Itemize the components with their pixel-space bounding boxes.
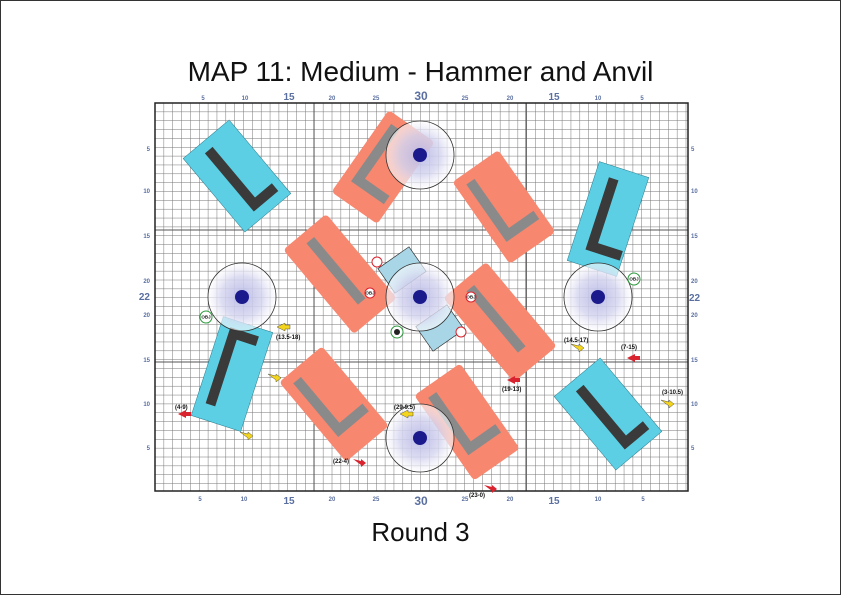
red-arrow-icon: [627, 354, 640, 362]
axis-top: 5 10 15 20 25 30 25 20 15 10 5: [201, 89, 644, 103]
axis-tick-label: 10: [691, 402, 698, 408]
axis-tick-label: 5: [640, 96, 644, 102]
axis-tick-label: 5: [147, 446, 151, 452]
deployment-coordinates: (13.5-18) (14.5-17) (7-15) (3-10.5) (19-…: [175, 335, 683, 499]
axis-tick-label: 22: [689, 293, 701, 304]
salmon-ruin: [284, 215, 396, 333]
axis-left: 5 10 15 20 22 20 15 10 5: [139, 147, 151, 452]
axis-tick-label: 20: [507, 497, 514, 503]
deployment-arrows: [178, 322, 675, 493]
deployment-coordinate: (7-15): [621, 345, 637, 351]
axis-tick-label: 30: [414, 494, 428, 508]
axis-tick-label: 5: [691, 446, 695, 452]
objective-tag: OBJ: [364, 287, 376, 299]
salmon-ruin: [415, 364, 519, 480]
map-border: [154, 102, 689, 492]
objective-tag: [455, 326, 467, 338]
axis-tick-label: 10: [241, 497, 248, 503]
axis-tick-label: 15: [143, 358, 150, 364]
axis-tick-label: 10: [595, 96, 602, 102]
objective-tag: OBJ: [465, 291, 477, 303]
cyan-area: [553, 357, 663, 471]
axis-tick-label: 15: [548, 496, 560, 507]
axis-tick-label: 25: [373, 497, 380, 503]
axis-tick-label: 15: [691, 234, 698, 240]
axis-tick-label: 30: [414, 89, 428, 103]
round-label: Round 3: [371, 517, 470, 547]
red-arrow-icon: [507, 376, 520, 384]
axis-tick-label: 15: [283, 92, 295, 103]
objective-tag-label: OBJ: [365, 291, 375, 296]
deployment-coordinate: (14.5-17): [564, 338, 588, 344]
axis-tick-label: 20: [329, 497, 336, 503]
axis-tick-label: 20: [691, 279, 698, 285]
deployment-coordinate: (3-10.5): [662, 390, 683, 396]
axis-tick-label: 15: [691, 358, 698, 364]
axis-tick-label: 15: [143, 234, 150, 240]
axis-tick-label: 20: [507, 96, 514, 102]
objective-tag-label: OBJ: [629, 277, 639, 282]
axis-tick-label: 25: [373, 96, 380, 102]
objective-tags: OBJ OBJ OBJ OBJ: [199, 256, 641, 339]
objective-marker: [385, 403, 455, 473]
axis-tick-label: 10: [242, 96, 249, 102]
deployment-coordinate: (29-9.5): [394, 405, 415, 411]
axis-tick-label: 10: [691, 189, 698, 195]
axis-tick-label: 10: [143, 402, 150, 408]
red-arrow-icon: [353, 459, 366, 467]
objective-marker: [563, 262, 633, 332]
axis-tick-label: 10: [595, 497, 602, 503]
axis-bottom: 5 10 15 20 25 30 25 20 15 10 5: [198, 494, 645, 508]
deployment-coordinate: (22-4): [333, 459, 349, 465]
cyan-area: [182, 119, 292, 233]
red-arrow-icon: [484, 485, 497, 493]
deployment-coordinate: (19-13): [502, 387, 521, 393]
yellow-arrow-icon: [660, 399, 675, 409]
axis-tick-label: 5: [201, 96, 205, 102]
deployment-coordinate: (4-9): [175, 405, 188, 411]
objective-tag: OBJ: [627, 272, 641, 286]
axis-tick-label: 5: [691, 147, 695, 153]
axis-tick-label: 5: [641, 497, 645, 503]
objective-marker: [385, 120, 455, 190]
objective-tag-label: OBJ: [201, 315, 211, 320]
yellow-arrow-icon: [239, 431, 254, 441]
axis-tick-label: 20: [691, 313, 698, 319]
axis-tick-label: 20: [329, 96, 336, 102]
axis-tick-label: 20: [143, 279, 150, 285]
yellow-arrow-icon: [276, 322, 291, 332]
objective-tag: OBJ: [199, 310, 213, 324]
deployment-coordinate: (23-0): [469, 493, 485, 499]
objective-markers: [207, 120, 633, 473]
salmon-ruin: [280, 347, 388, 461]
objective-tag: [390, 325, 404, 339]
deployment-coordinate: (13.5-18): [276, 335, 300, 341]
axis-right: 5 10 15 20 22 20 15 10 5: [689, 147, 701, 452]
axis-tick-label: 10: [143, 189, 150, 195]
axis-tick-label: 5: [198, 497, 202, 503]
objective-tag: [371, 256, 383, 268]
axis-tick-label: 15: [283, 496, 295, 507]
axis-tick-label: 25: [462, 96, 469, 102]
axis-tick-label: 20: [143, 313, 150, 319]
axis-tick-label: 5: [147, 147, 151, 153]
axis-tick-label: 15: [548, 92, 560, 103]
objective-marker: [207, 262, 277, 332]
yellow-arrow-icon: [267, 373, 282, 383]
axis-tick-label: 22: [139, 292, 151, 303]
yellow-arrow-icon: [399, 409, 414, 419]
objective-tag-label: OBJ: [466, 295, 476, 300]
yellow-arrow-icon: [570, 343, 585, 353]
axis-tick-label: 25: [462, 497, 469, 503]
map-title: MAP 11: Medium - Hammer and Anvil: [187, 56, 654, 87]
objective-marker: [385, 262, 455, 332]
salmon-ruin: [453, 151, 555, 263]
red-arrow-icon: [178, 410, 191, 418]
